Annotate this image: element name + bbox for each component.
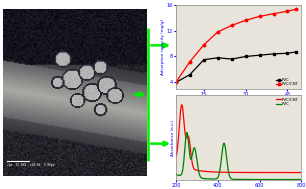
PVC [244, 55, 248, 58]
PVC [174, 174, 178, 176]
PVC/CNT [272, 171, 276, 174]
PVC [230, 178, 233, 180]
PVC/CNT [216, 31, 220, 33]
PVC [272, 53, 275, 55]
Line: PVC: PVC [176, 132, 301, 180]
Text: 2μm  15.0kV  x10.0k  3.00μm: 2μm 15.0kV x10.0k 3.00μm [7, 163, 55, 167]
PVC/CNT [188, 60, 192, 63]
PVC [258, 54, 261, 56]
PVC [230, 58, 233, 60]
Legend: PVC, PVC/CNT: PVC, PVC/CNT [276, 77, 300, 87]
PVC [202, 59, 206, 61]
PVC [174, 81, 178, 84]
PVC [294, 51, 298, 53]
PVC [260, 178, 264, 181]
PVC/CNT [225, 171, 229, 174]
PVC [216, 57, 220, 59]
X-axis label: Concentration (mg/L): Concentration (mg/L) [212, 98, 265, 103]
PVC/CNT [300, 171, 303, 174]
PVC/CNT [260, 171, 264, 174]
PVC/CNT [244, 19, 248, 21]
PVC [225, 159, 229, 161]
PVC/CNT [174, 155, 178, 158]
PVC/CNT [258, 15, 261, 18]
PVC/CNT [274, 171, 278, 174]
PVC/CNT [230, 24, 233, 27]
PVC [274, 178, 278, 181]
Legend: PVC/CNT, PVC: PVC/CNT, PVC [276, 97, 300, 107]
Line: PVC/CNT: PVC/CNT [175, 8, 297, 84]
PVC/CNT [230, 171, 233, 174]
Line: PVC: PVC [175, 51, 297, 84]
PVC [188, 74, 192, 76]
PVC [187, 146, 191, 149]
PVC/CNT [285, 10, 289, 12]
PVC/CNT [187, 136, 191, 139]
PVC/CNT [294, 8, 298, 10]
Line: PVC/CNT: PVC/CNT [176, 105, 301, 173]
PVC [272, 178, 276, 181]
PVC [185, 131, 189, 134]
PVC/CNT [174, 81, 178, 84]
Y-axis label: Absorbance (a.u.): Absorbance (a.u.) [170, 119, 174, 156]
PVC [300, 178, 303, 181]
PVC/CNT [180, 104, 184, 106]
PVC [285, 52, 289, 54]
PVC/CNT [202, 44, 206, 46]
PVC/CNT [272, 13, 275, 15]
Y-axis label: Adsorption capacity (mg/g): Adsorption capacity (mg/g) [161, 19, 165, 75]
